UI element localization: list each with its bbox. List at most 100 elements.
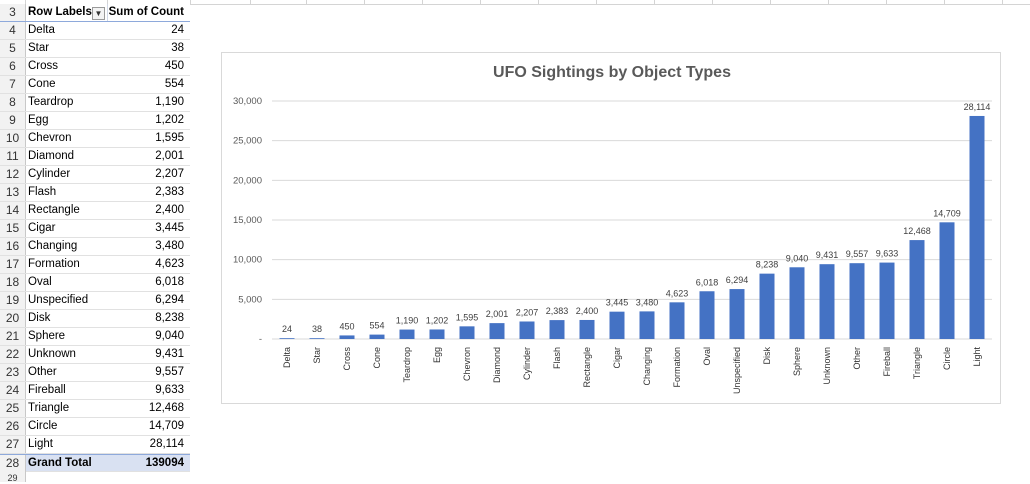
table-row[interactable]: 22 Unknown 9,431: [0, 346, 190, 364]
row-label[interactable]: Other: [28, 366, 57, 378]
row-number[interactable]: 13: [0, 184, 26, 201]
row-value[interactable]: 9,040: [155, 330, 184, 342]
table-row[interactable]: 24 Fireball 9,633: [0, 382, 190, 400]
bar-flash[interactable]: [549, 320, 565, 339]
grand-total-label[interactable]: Grand Total: [28, 457, 92, 469]
bar-chevron[interactable]: [459, 326, 475, 339]
row-number[interactable]: 8: [0, 94, 26, 111]
table-row[interactable]: 4 Delta 24: [0, 22, 190, 40]
row-value[interactable]: 2,001: [155, 150, 184, 162]
row-value[interactable]: 9,431: [155, 348, 184, 360]
bar-other[interactable]: [849, 263, 865, 339]
row-value[interactable]: 554: [164, 78, 184, 90]
row-value[interactable]: 3,480: [155, 240, 184, 252]
row-value[interactable]: 2,383: [155, 186, 184, 198]
row-label[interactable]: Flash: [28, 186, 57, 198]
table-row[interactable]: 17 Formation 4,623: [0, 256, 190, 274]
row-label[interactable]: Triangle: [28, 402, 70, 414]
bar-teardrop[interactable]: [399, 329, 415, 339]
row-number[interactable]: 29: [0, 472, 26, 483]
table-row[interactable]: 12 Cylinder 2,207: [0, 166, 190, 184]
table-row[interactable]: 13 Flash 2,383: [0, 184, 190, 202]
row-number[interactable]: 19: [0, 292, 26, 309]
row-number[interactable]: 28: [0, 455, 26, 472]
row-number[interactable]: 27: [0, 436, 26, 453]
bar-egg[interactable]: [429, 329, 445, 339]
row-value[interactable]: 12,468: [148, 402, 184, 414]
row-number[interactable]: 18: [0, 274, 26, 291]
table-row[interactable]: 9 Egg 1,202: [0, 112, 190, 130]
table-row[interactable]: 11 Diamond 2,001: [0, 148, 190, 166]
table-row[interactable]: 14 Rectangle 2,400: [0, 202, 190, 220]
bar-fireball[interactable]: [879, 262, 895, 339]
table-row[interactable]: 6 Cross 450: [0, 58, 190, 76]
row-number[interactable]: 12: [0, 166, 26, 183]
row-label[interactable]: Changing: [28, 240, 78, 252]
row-value[interactable]: 24: [171, 24, 184, 36]
bar-formation[interactable]: [669, 302, 685, 339]
row-value[interactable]: 6,294: [155, 294, 184, 306]
row-number[interactable]: 24: [0, 382, 26, 399]
bar-cross[interactable]: [339, 335, 355, 339]
row-number[interactable]: 4: [0, 22, 26, 39]
bar-diamond[interactable]: [489, 323, 505, 339]
sum-of-count-header[interactable]: Sum of Count: [108, 6, 184, 18]
bar-delta[interactable]: [279, 338, 295, 339]
table-row[interactable]: 23 Other 9,557: [0, 364, 190, 382]
row-label[interactable]: Cylinder: [28, 168, 71, 180]
row-label[interactable]: Cigar: [28, 222, 56, 234]
grand-total-row[interactable]: 28 Grand Total 139094: [0, 454, 190, 472]
row-number[interactable]: 3: [0, 4, 26, 21]
row-label[interactable]: Oval: [28, 276, 52, 288]
row-label[interactable]: Egg: [28, 114, 49, 126]
table-row[interactable]: 19 Unspecified 6,294: [0, 292, 190, 310]
row-number[interactable]: 23: [0, 364, 26, 381]
row-value[interactable]: 4,623: [155, 258, 184, 270]
bar-rectangle[interactable]: [579, 319, 595, 339]
row-label[interactable]: Chevron: [28, 132, 72, 144]
table-row[interactable]: 20 Disk 8,238: [0, 310, 190, 328]
row-label[interactable]: Circle: [28, 420, 58, 432]
bar-oval[interactable]: [699, 291, 715, 339]
bar-disk[interactable]: [759, 273, 775, 339]
row-labels-header[interactable]: Row Labels: [28, 6, 92, 18]
bar-circle[interactable]: [939, 222, 955, 339]
row-value[interactable]: 8,238: [155, 312, 184, 324]
row-number[interactable]: 9: [0, 112, 26, 129]
table-row[interactable]: 15 Cigar 3,445: [0, 220, 190, 238]
row-number[interactable]: 6: [0, 58, 26, 75]
row-value[interactable]: 38: [171, 42, 184, 54]
row-label[interactable]: Unknown: [28, 348, 76, 360]
bar-star[interactable]: [309, 338, 325, 339]
row-value[interactable]: 9,557: [155, 366, 184, 378]
table-row[interactable]: 5 Star 38: [0, 40, 190, 58]
row-number[interactable]: 26: [0, 418, 26, 435]
row-label[interactable]: Fireball: [28, 384, 66, 396]
row-number[interactable]: 25: [0, 400, 26, 417]
bar-changing[interactable]: [639, 311, 655, 339]
row-value[interactable]: 14,709: [148, 420, 184, 432]
row-number[interactable]: 21: [0, 328, 26, 345]
bar-triangle[interactable]: [909, 240, 925, 339]
row-value[interactable]: 3,445: [155, 222, 184, 234]
row-number[interactable]: 17: [0, 256, 26, 273]
row-number[interactable]: 11: [0, 148, 26, 165]
row-label[interactable]: Sphere: [28, 330, 66, 342]
row-label[interactable]: Light: [28, 438, 53, 450]
row-value[interactable]: 2,207: [155, 168, 184, 180]
table-row[interactable]: 29: [0, 472, 190, 483]
table-row[interactable]: 16 Changing 3,480: [0, 238, 190, 256]
row-number[interactable]: 20: [0, 310, 26, 327]
row-number[interactable]: 5: [0, 40, 26, 57]
grand-total-value[interactable]: 139094: [145, 457, 184, 469]
bar-unspecified[interactable]: [729, 289, 745, 339]
bar-cylinder[interactable]: [519, 321, 535, 339]
table-row[interactable]: 25 Triangle 12,468: [0, 400, 190, 418]
row-number[interactable]: 22: [0, 346, 26, 363]
row-label[interactable]: Formation: [28, 258, 80, 270]
row-value[interactable]: 28,114: [149, 438, 184, 450]
row-value[interactable]: 1,190: [155, 96, 184, 108]
bar-chart[interactable]: UFO Sightings by Object Types - 5,000 10,0…: [221, 52, 1001, 404]
table-row[interactable]: 8 Teardrop 1,190: [0, 94, 190, 112]
row-value[interactable]: 9,633: [155, 384, 184, 396]
